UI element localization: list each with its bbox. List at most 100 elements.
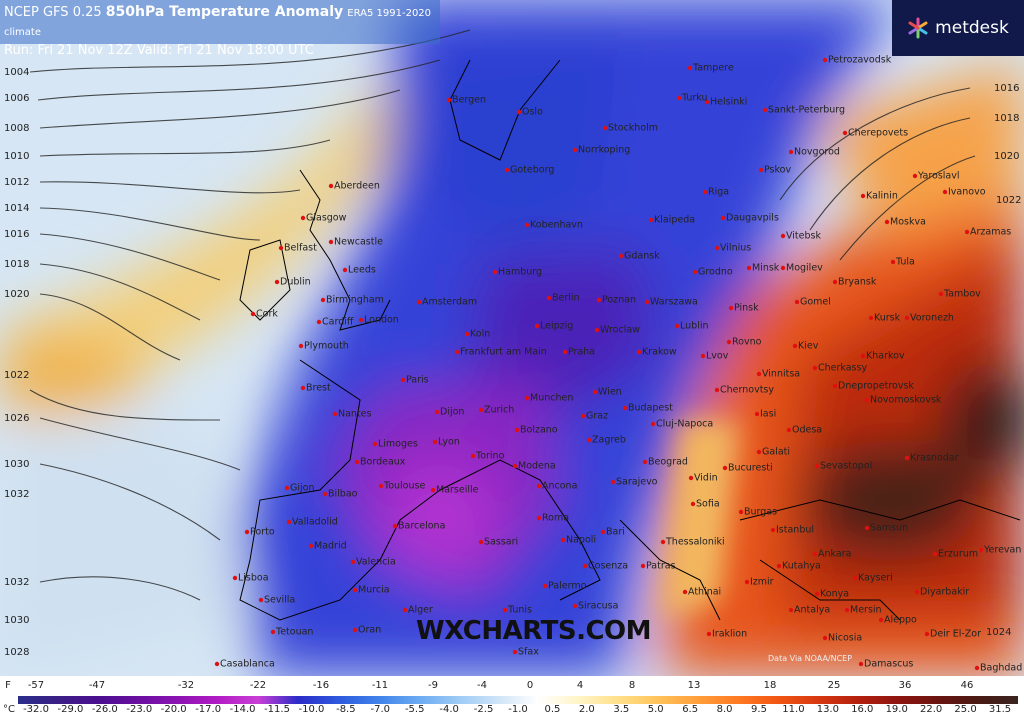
city-label: Praha bbox=[568, 347, 595, 358]
city-dot bbox=[674, 323, 680, 329]
city-dot bbox=[890, 259, 896, 265]
city-dot bbox=[432, 439, 438, 445]
city-label: Beograd bbox=[648, 457, 688, 468]
city-label: Cluj-Napoca bbox=[656, 419, 713, 430]
city-layer: Petrozavodsk Tampere Oslo Bergen Helsinki San… bbox=[214, 55, 1022, 674]
city-dot bbox=[250, 311, 256, 317]
city-label: Toulouse bbox=[383, 481, 425, 492]
city-label: Kiev bbox=[798, 341, 819, 352]
city-label: Zagreb bbox=[592, 435, 626, 446]
city-dot bbox=[786, 427, 792, 433]
c-label: 16.0 bbox=[851, 704, 874, 715]
climate: ERA5 1991-2020 climate bbox=[4, 8, 432, 38]
city-label: Izmir bbox=[750, 577, 774, 588]
city-dot bbox=[776, 563, 782, 569]
city-label: Stockholm bbox=[608, 123, 658, 134]
city-dot bbox=[640, 563, 646, 569]
logo[interactable]: metdesk bbox=[892, 0, 1024, 56]
city-label: Arzamas bbox=[970, 227, 1011, 238]
city-dot bbox=[572, 603, 578, 609]
city-label: Kayseri bbox=[858, 573, 893, 584]
city-dot bbox=[514, 427, 520, 433]
city-label: Yerevan bbox=[983, 545, 1021, 556]
city-dot bbox=[342, 267, 348, 273]
c-label: -4.0 bbox=[439, 704, 459, 715]
city-dot bbox=[542, 583, 548, 589]
city-dot bbox=[722, 465, 728, 471]
city-dot bbox=[738, 509, 744, 515]
city-dot bbox=[780, 233, 786, 239]
city-label: Zurich bbox=[484, 405, 514, 416]
city-dot bbox=[792, 343, 798, 349]
c-label: -20.0 bbox=[160, 704, 187, 715]
city-dot bbox=[446, 97, 452, 103]
city-dot bbox=[316, 319, 322, 325]
city-label: Valencia bbox=[356, 557, 396, 568]
c-label: -23.0 bbox=[126, 704, 153, 715]
city-dot bbox=[726, 339, 732, 345]
city-label: Krasnodar bbox=[910, 453, 959, 464]
city-label: Porto bbox=[250, 527, 275, 538]
city-dot bbox=[884, 219, 890, 225]
city-label: Barcelona bbox=[398, 521, 445, 532]
city-label: Galati bbox=[762, 447, 790, 458]
city-label: Lyon bbox=[438, 437, 460, 448]
city-label: Rovno bbox=[732, 337, 762, 348]
city-dot bbox=[596, 297, 602, 303]
c-label: 11.0 bbox=[782, 704, 805, 715]
city-label: Bucuresti bbox=[728, 463, 773, 474]
city-label: Glasgow bbox=[306, 213, 347, 224]
c-label: 25.0 bbox=[954, 704, 977, 715]
city-label: Istanbul bbox=[776, 525, 814, 536]
city-dot bbox=[756, 371, 762, 377]
city-dot bbox=[402, 607, 408, 613]
city-label: Tambov bbox=[943, 289, 981, 300]
city-dot bbox=[322, 491, 328, 497]
header: NCEP GFS 0.25 850hPa Temperature Anomaly… bbox=[0, 0, 440, 58]
city-dot bbox=[504, 167, 510, 173]
city-label: Ancona bbox=[542, 481, 577, 492]
city-label: Gdansk bbox=[624, 251, 660, 262]
city-dot bbox=[350, 559, 356, 565]
watermark: WXCHARTS.COM bbox=[416, 616, 652, 646]
city-dot bbox=[860, 193, 866, 199]
city-label: Erzurum bbox=[938, 549, 978, 560]
city-label: Petrozavodsk bbox=[828, 55, 892, 66]
city-label: Dnepropetrovsk bbox=[838, 381, 914, 392]
city-dot bbox=[400, 377, 406, 383]
city-dot bbox=[744, 579, 750, 585]
city-label: Ivanovo bbox=[948, 187, 986, 198]
city-label: Athinai bbox=[688, 587, 721, 598]
c-label: 22.0 bbox=[920, 704, 943, 715]
city-dot bbox=[878, 617, 884, 623]
f-label: -16 bbox=[312, 680, 330, 691]
city-dot bbox=[676, 95, 682, 101]
c-label: -7.0 bbox=[370, 704, 391, 715]
city-dot bbox=[687, 65, 693, 71]
city-label: Palermo bbox=[548, 581, 587, 592]
city-dot bbox=[516, 109, 522, 115]
city-label: Poznan bbox=[602, 295, 636, 306]
city-label: Novgorod bbox=[794, 147, 840, 158]
city-label: Sofia bbox=[696, 499, 720, 510]
city-label: Patras bbox=[646, 561, 676, 572]
city-label: Bolzano bbox=[520, 425, 558, 436]
city-label: Modena bbox=[518, 461, 556, 472]
city-dot bbox=[788, 149, 794, 155]
city-label: Wroclaw bbox=[600, 325, 640, 336]
city-dot bbox=[780, 265, 786, 271]
isobar-label: 1018 bbox=[4, 259, 29, 270]
city-label: Pskov bbox=[764, 165, 791, 176]
credit: Data Via NOAA/NCEP bbox=[768, 654, 853, 663]
city-dot bbox=[352, 627, 358, 633]
city-label: Munchen bbox=[530, 393, 573, 404]
f-label: 4 bbox=[576, 680, 584, 691]
city-label: Budapest bbox=[628, 403, 673, 414]
c-label: -5.5 bbox=[404, 704, 425, 715]
city-dot bbox=[284, 485, 290, 491]
isobar-label: 1022 bbox=[996, 195, 1021, 206]
city-label: Thessaloniki bbox=[665, 537, 725, 548]
parameter: 850hPa Temperature Anomaly bbox=[105, 4, 344, 20]
city-label: Cardiff bbox=[322, 317, 354, 328]
